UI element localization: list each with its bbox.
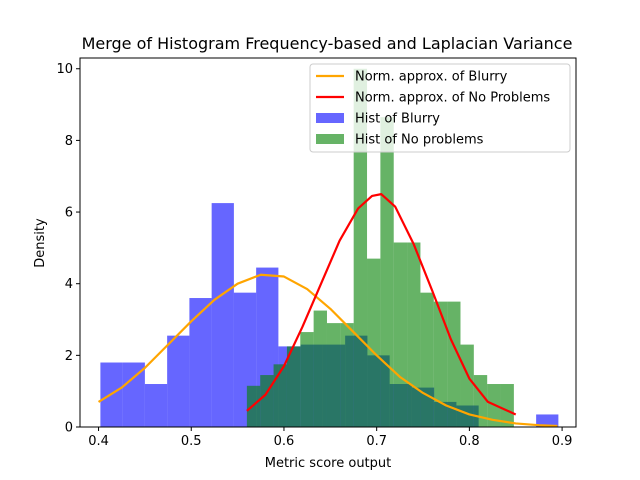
chart-title: Merge of Histogram Frequency-based and L… xyxy=(82,34,573,53)
legend-label: Hist of Blurry xyxy=(355,112,440,127)
x-tick-label: 0.8 xyxy=(459,434,480,449)
histogram-bar xyxy=(286,346,301,427)
histogram-bar xyxy=(407,242,421,427)
x-tick-label: 0.6 xyxy=(274,434,295,449)
plot-area xyxy=(97,68,559,428)
legend-swatch xyxy=(316,134,344,144)
histogram-bar xyxy=(353,68,368,428)
x-tick-label: 0.5 xyxy=(181,434,202,449)
histogram-bar xyxy=(300,332,314,427)
histogram-bar xyxy=(536,414,559,427)
y-tick-label: 10 xyxy=(56,62,73,77)
legend-label: Hist of No problems xyxy=(355,133,484,148)
histogram-bar xyxy=(144,384,168,427)
histogram-bar xyxy=(393,242,408,427)
y-tick-label: 0 xyxy=(65,421,73,436)
histogram-bar xyxy=(167,335,190,427)
histogram-bar xyxy=(447,301,461,427)
series-line-blurry xyxy=(97,273,558,428)
x-tick-label: 0.4 xyxy=(88,434,109,449)
histogram-bar xyxy=(367,258,381,427)
histogram-bar xyxy=(211,203,234,427)
y-tick-label: 4 xyxy=(65,277,73,292)
x-axis-label: Metric score output xyxy=(265,456,392,471)
y-tick-label: 8 xyxy=(65,134,73,149)
histogram-bar xyxy=(340,323,354,427)
y-tick-label: 2 xyxy=(65,349,73,364)
legend: Norm. approx. of Blurry Norm. approx. of … xyxy=(309,63,571,153)
histogram-bar xyxy=(122,362,145,427)
x-tick-label: 0.9 xyxy=(552,434,573,449)
axes-frame xyxy=(79,57,577,428)
histogram-bar xyxy=(189,298,212,427)
y-tick-label: 6 xyxy=(65,206,73,221)
legend-label: Norm. approx. of No Problems xyxy=(355,91,550,106)
histogram-bar xyxy=(260,375,274,427)
histogram-bar xyxy=(326,323,341,427)
series-line-no-problems xyxy=(246,193,517,416)
histogram-bar xyxy=(433,301,448,427)
legend-label: Norm. approx. of Blurry xyxy=(355,70,508,85)
histogram-bar xyxy=(273,364,287,427)
histogram-bar xyxy=(313,310,327,427)
y-axis-label: Density xyxy=(33,218,48,268)
histogram-bar xyxy=(380,117,394,428)
legend-swatch xyxy=(316,113,344,123)
x-tick-label: 0.7 xyxy=(366,434,387,449)
histogram-bar xyxy=(500,384,514,427)
legend-box xyxy=(309,63,571,153)
axis-ticks: 0.4 0.5 0.6 0.7 0.8 0.9 0 2 4 6 8 10 xyxy=(56,62,572,449)
histogram-bar xyxy=(420,292,434,427)
